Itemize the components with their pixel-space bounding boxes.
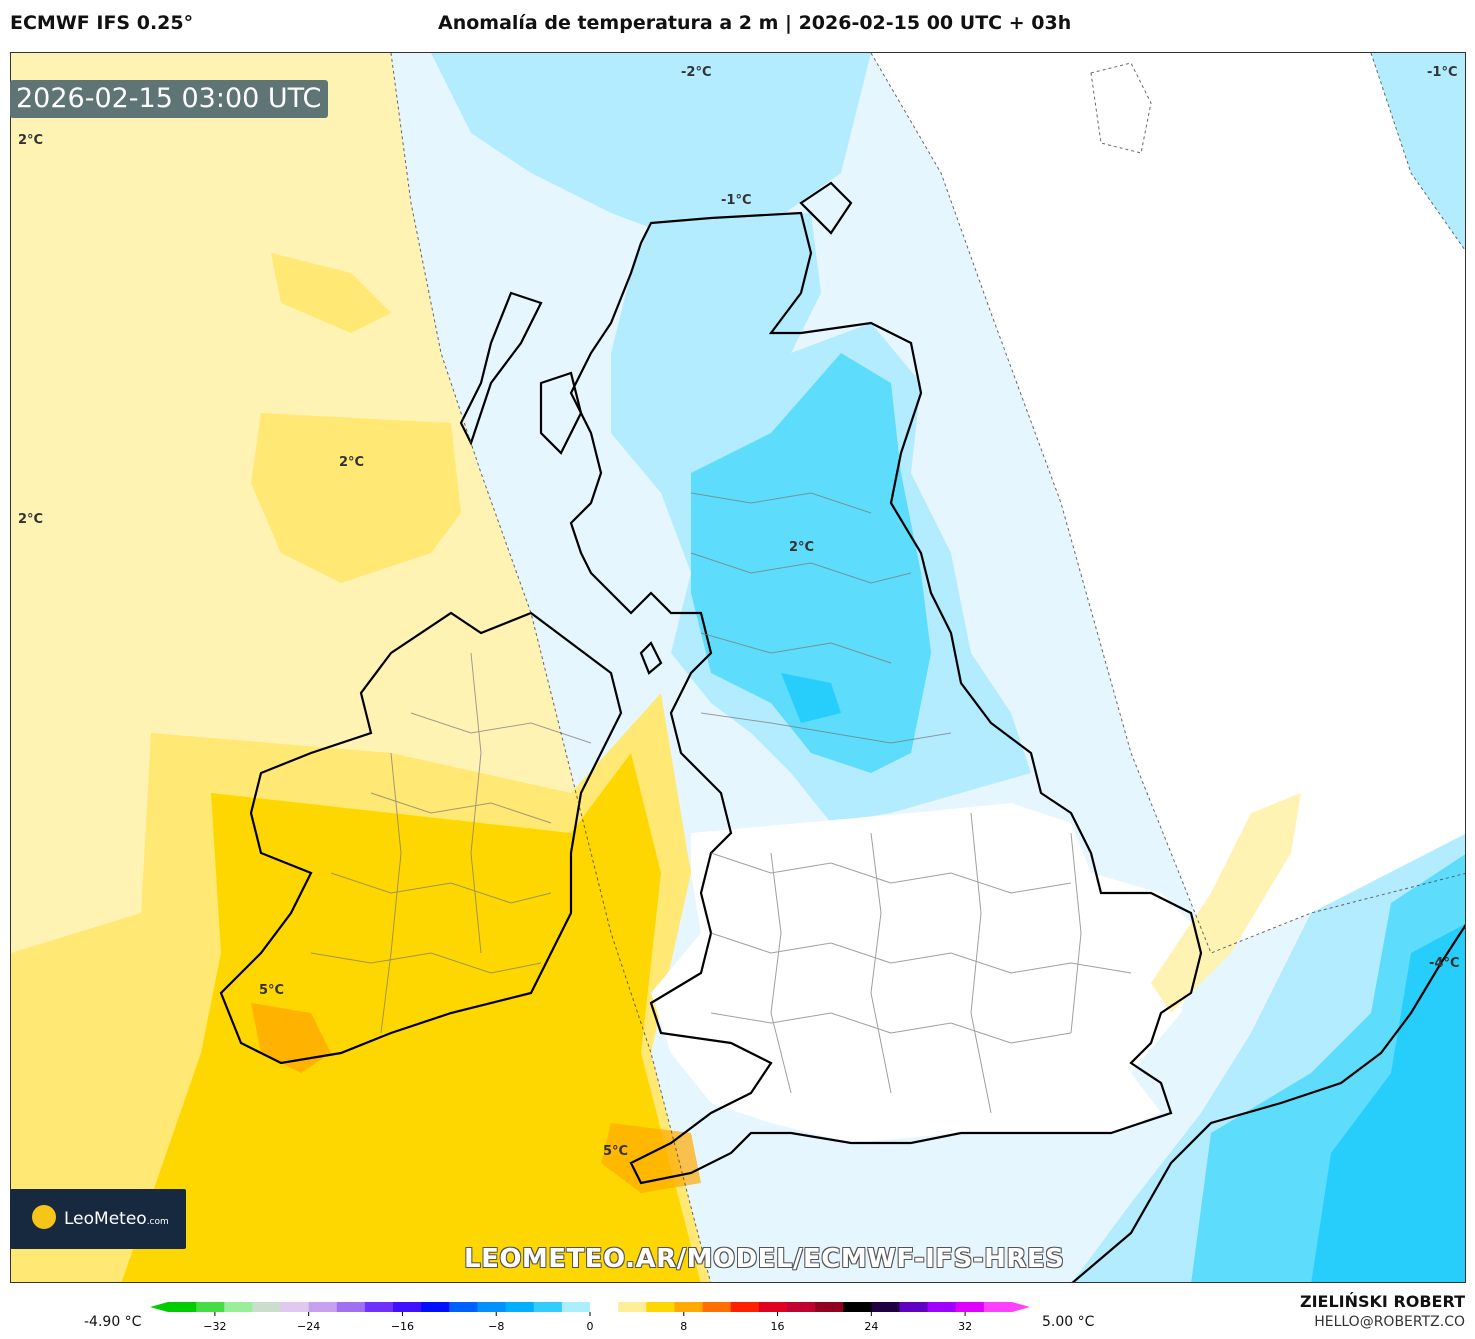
colorbar-tick-label: −24: [297, 1320, 320, 1333]
temperature-anomaly-map: 2°C 2°C 2°C -2°C -1°C -1°C 2°C 5°C 5°C -…: [10, 52, 1466, 1283]
model-name: ECMWF IFS 0.25°: [10, 12, 194, 34]
contour-label: -1°C: [1427, 65, 1458, 80]
colorbar-tick-label: 32: [958, 1320, 972, 1333]
colorbar-segment: [786, 1302, 816, 1312]
colorbar-segment: [364, 1302, 394, 1312]
colorbar-segment: [224, 1302, 253, 1312]
colorbar-segment: [871, 1302, 900, 1312]
colorbar-segment: [702, 1302, 732, 1312]
colorbar-segment: [674, 1302, 704, 1312]
neutral-field-north-sea: [871, 53, 1465, 953]
colorbar-segment: [899, 1302, 929, 1312]
orkney-coastline: [799, 181, 853, 235]
contour-label: 2°C: [18, 512, 44, 527]
contour-label: 2°C: [789, 540, 815, 555]
continent-coastline: [1071, 924, 1465, 1282]
isle-of-man-coastline: [639, 641, 663, 675]
contour-label: 5°C: [259, 983, 285, 998]
colorbar-segment: [168, 1302, 197, 1312]
cool-mid-field-north: [431, 53, 871, 243]
colorbar-max-arrow: [1012, 1302, 1030, 1312]
colorbar-segment: [280, 1302, 310, 1312]
outer-hebrides-coastline: [459, 291, 543, 446]
colorbar-segment: [421, 1302, 450, 1312]
colorbar-min-arrow: [150, 1302, 168, 1312]
colorbar-segment: [393, 1302, 422, 1312]
colorbar-tick-label: 24: [864, 1320, 878, 1333]
colorbar-segment: [983, 1302, 1013, 1312]
cool-mid-field-ne: [1371, 53, 1465, 251]
warm-light-streak-sea: [1151, 793, 1301, 1013]
contour-label: 2°C: [18, 133, 44, 148]
warm-strong-field-sw: [121, 753, 701, 1282]
contour-label: 2°C: [339, 455, 365, 470]
logo-suffix: .com: [146, 1217, 169, 1227]
colorbar-segment: [505, 1302, 535, 1312]
colorbar-segment: [561, 1302, 591, 1312]
colorbar-tick-label: 16: [771, 1320, 785, 1333]
valid-time-badge: 2026-02-15 03:00 UTC: [10, 80, 329, 118]
admin-boundaries: [310, 492, 1132, 1114]
source-watermark: LEOMETEO.AR/MODEL/ECMWF-IFS-HRES: [464, 1244, 1065, 1274]
author-email: HELLO@ROBERTZ.CO: [1314, 1314, 1465, 1330]
colorbar-segment: [843, 1302, 872, 1312]
colorbar-segment: [308, 1302, 338, 1312]
leometeo-logo[interactable]: LeoMeteo.com: [10, 1189, 186, 1249]
colorbar-segment: [252, 1302, 282, 1312]
skye-coastline: [539, 371, 583, 455]
colorbar-tick-label: −32: [203, 1320, 226, 1333]
warm-mid-blob-nw: [271, 253, 391, 333]
colorbar-segment: [590, 1302, 619, 1312]
colorbar-segment: [618, 1302, 647, 1312]
cool-deep-core: [781, 673, 841, 723]
author-name: ZIELIŃSKI ROBERT: [1299, 1292, 1465, 1311]
colorbar-segment: [477, 1302, 507, 1312]
ireland-coastline: [219, 611, 623, 1065]
map-title: Anomalía de temperatura a 2 m | 2026-02-…: [438, 12, 1072, 34]
colorbar-tick-label: −8: [488, 1320, 504, 1333]
colorbar-segment: [955, 1302, 985, 1312]
logo-text: LeoMeteo: [64, 1209, 147, 1229]
colorbar-segment: [758, 1302, 788, 1312]
neutral-field-england: [651, 803, 1201, 1143]
colorbar-tick-label: 8: [680, 1320, 687, 1333]
colorbar-segment: [815, 1302, 844, 1312]
colorbar-segment: [449, 1302, 478, 1312]
contour-label: -4°C: [1429, 956, 1460, 971]
warm-mid-blob-west: [251, 413, 461, 583]
coastlines: [219, 181, 1465, 1282]
colorbar-tick-label: 0: [587, 1320, 594, 1333]
colorbar-segment: [196, 1302, 225, 1312]
warm-peak-kerry: [251, 1003, 331, 1073]
sun-icon: [32, 1205, 56, 1229]
colorbar-segment: [533, 1302, 563, 1312]
colorbar-segment: [927, 1302, 957, 1312]
contour-label: -1°C: [721, 193, 752, 208]
colorbar-tick-label: −16: [391, 1320, 414, 1333]
colorbar-segment: [336, 1302, 366, 1312]
colorbar: −32 −24 −16 −8 0 8 16 24 32: [150, 1302, 1030, 1333]
cool-deep-field-continent: [1311, 924, 1465, 1282]
contour-label: -2°C: [681, 65, 712, 80]
colorbar-segment: [646, 1302, 675, 1312]
contour-label: 5°C: [603, 1144, 629, 1159]
map-canvas: [11, 53, 1465, 1282]
colorbar-min-label: -4.90 °C: [84, 1314, 142, 1330]
colorbar-segment: [730, 1302, 760, 1312]
colorbar-max-label: 5.00 °C: [1042, 1314, 1095, 1330]
zero-contours: [390, 53, 1465, 1282]
great-britain-coastline: [569, 211, 1203, 1185]
